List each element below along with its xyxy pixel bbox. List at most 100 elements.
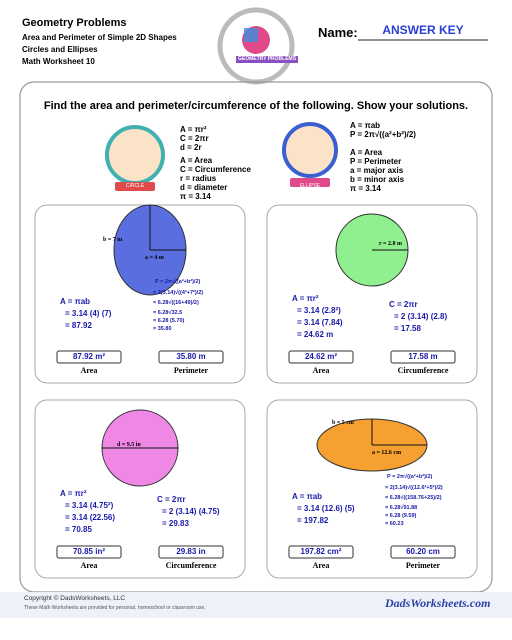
shape-label: d = 9.5 in bbox=[117, 442, 141, 448]
footer-band bbox=[0, 592, 512, 618]
kid-avatar bbox=[105, 125, 165, 185]
solution-step: = 3.14 (2.8²) bbox=[297, 306, 341, 315]
subtitle: Math Worksheet 10 bbox=[22, 57, 95, 66]
solution-step: = 6.28√((158.76+25)/2) bbox=[385, 495, 442, 501]
problem-card bbox=[34, 399, 246, 579]
legend-item: b = minor axis bbox=[350, 175, 405, 184]
answer-box bbox=[390, 350, 456, 364]
logo-shape bbox=[244, 28, 258, 42]
solution-step: A = πr² bbox=[60, 489, 87, 498]
legend-item: π = 3.14 bbox=[180, 192, 211, 201]
solution-step: P = 2π√((a²+b²)/2) bbox=[387, 474, 433, 480]
answer: 87.92 m² bbox=[72, 352, 106, 361]
solution-step: = 3.14 (4.75²) bbox=[65, 501, 114, 510]
answer: 24.62 m² bbox=[304, 352, 338, 361]
logo-text: GEOMETRY PROBLEMS bbox=[236, 56, 299, 63]
solution-step: = 6.28 (5.70) bbox=[153, 318, 185, 324]
shape-label: a = 4 m bbox=[145, 255, 164, 261]
answer-label: Circumference bbox=[165, 561, 217, 570]
solution-step: = 2 (3.14) (2.8) bbox=[394, 312, 448, 321]
shape-label: r = 2.8 m bbox=[379, 241, 402, 247]
legend-item: r = radius bbox=[180, 174, 217, 183]
footer-logo: DadsWorksheets.com bbox=[385, 596, 491, 610]
solution-step: = 6.28 (9.59) bbox=[385, 513, 417, 519]
solution-step: = 197.82 bbox=[297, 516, 329, 525]
solution-step: = 2 (3.14) (4.75) bbox=[162, 507, 220, 516]
solution-step: C = 2πr bbox=[157, 495, 186, 504]
subtitle: Circles and Ellipses bbox=[22, 45, 98, 54]
subtitle: Area and Perimeter of Simple 2D Shapes bbox=[22, 33, 177, 42]
problem-card bbox=[266, 204, 478, 384]
answer-box bbox=[288, 350, 354, 364]
answer-box bbox=[288, 545, 354, 559]
answer: 197.82 cm² bbox=[300, 547, 342, 556]
formula: A = πr² bbox=[180, 125, 207, 134]
solution-step: C = 2πr bbox=[389, 300, 418, 309]
answer-box bbox=[56, 545, 122, 559]
name-value: ANSWER KEY bbox=[382, 23, 464, 37]
badge bbox=[115, 182, 155, 191]
answer-label: Perimeter bbox=[173, 366, 209, 375]
solution-step: = 24.62 m bbox=[297, 330, 334, 339]
answer-label: Area bbox=[312, 561, 330, 570]
legend-item: d = diameter bbox=[180, 183, 228, 192]
badge-text: CIRCLE bbox=[125, 183, 145, 189]
footer-note: These Math Worksheets are provided for p… bbox=[24, 605, 206, 611]
formula: A = πab bbox=[350, 121, 381, 130]
answer-label: Perimeter bbox=[405, 561, 441, 570]
answer-box bbox=[158, 350, 224, 364]
instructions: Find the area and perimeter/circumferenc… bbox=[43, 100, 469, 112]
answer: 29.83 in bbox=[176, 547, 206, 556]
formula: C = 2πr bbox=[180, 134, 209, 143]
solution-step: = 60.23 bbox=[385, 521, 404, 527]
legend-item: A = Area bbox=[180, 156, 213, 165]
answer-box bbox=[390, 545, 456, 559]
answer: 17.58 m bbox=[408, 352, 438, 361]
copyright: Copyright © DadsWorksheets, LLC bbox=[24, 595, 126, 602]
solution-step: = 3.14 (12.6) (5) bbox=[297, 504, 355, 513]
legend-item: π = 3.14 bbox=[350, 184, 381, 193]
answer: 35.80 m bbox=[176, 352, 206, 361]
answer: 70.85 in² bbox=[72, 547, 105, 556]
problem-card bbox=[34, 204, 246, 384]
formula: P = 2π√((a²+b²)/2) bbox=[350, 130, 416, 139]
solution-step: = 87.92 bbox=[65, 321, 92, 330]
shape-label: b = 5 cm bbox=[332, 420, 354, 426]
answer: 60.20 cm bbox=[406, 547, 440, 556]
answer-label: Area bbox=[80, 561, 98, 570]
solution-step: = 2(3.14)√((4²+7²)/2) bbox=[153, 290, 204, 296]
name-label: Name: bbox=[318, 25, 358, 40]
solution-step: = 6.28√((16+49)/2) bbox=[153, 300, 199, 306]
legend-item: A = Area bbox=[350, 148, 383, 157]
answer-label: Circumference bbox=[397, 366, 449, 375]
solution-step: A = πab bbox=[292, 492, 323, 501]
kid-avatar bbox=[282, 122, 338, 178]
solution-step: = 6.28√91.88 bbox=[385, 505, 418, 511]
solution-step: = 2(3.14)√((12.6²+5²)/2) bbox=[385, 485, 443, 491]
answer-label: Area bbox=[80, 366, 98, 375]
shape-label: b = 7 m bbox=[103, 237, 123, 243]
solution-step: = 3.14 (7.84) bbox=[297, 318, 343, 327]
solution-step: = 3.14 (4) (7) bbox=[65, 309, 112, 318]
legend-item: C = Circumference bbox=[180, 165, 251, 174]
badge-text: ELLIPSE bbox=[299, 183, 321, 189]
answer-box bbox=[158, 545, 224, 559]
solution-step: = 70.85 bbox=[65, 525, 92, 534]
solution-step: = 3.14 (22.56) bbox=[65, 513, 116, 522]
shape-label: a = 12.6 cm bbox=[372, 450, 402, 456]
solution-step: = 17.58 bbox=[394, 324, 421, 333]
solution-step: = 6.28√32.5 bbox=[153, 310, 183, 316]
answer-label: Area bbox=[312, 366, 330, 375]
legend-item: P = Perimeter bbox=[350, 157, 402, 166]
solution-step: = 29.83 bbox=[162, 519, 189, 528]
answer-box bbox=[56, 350, 122, 364]
formula: d = 2r bbox=[180, 143, 202, 152]
solution-step: = 35.80 bbox=[153, 326, 172, 332]
badge bbox=[290, 178, 330, 187]
title: Geometry Problems bbox=[22, 17, 127, 29]
legend-item: a = major axis bbox=[350, 166, 404, 175]
solution-step: P = 2π√((a²+b²)/2) bbox=[155, 279, 201, 285]
solution-step: A = πab bbox=[60, 297, 91, 306]
